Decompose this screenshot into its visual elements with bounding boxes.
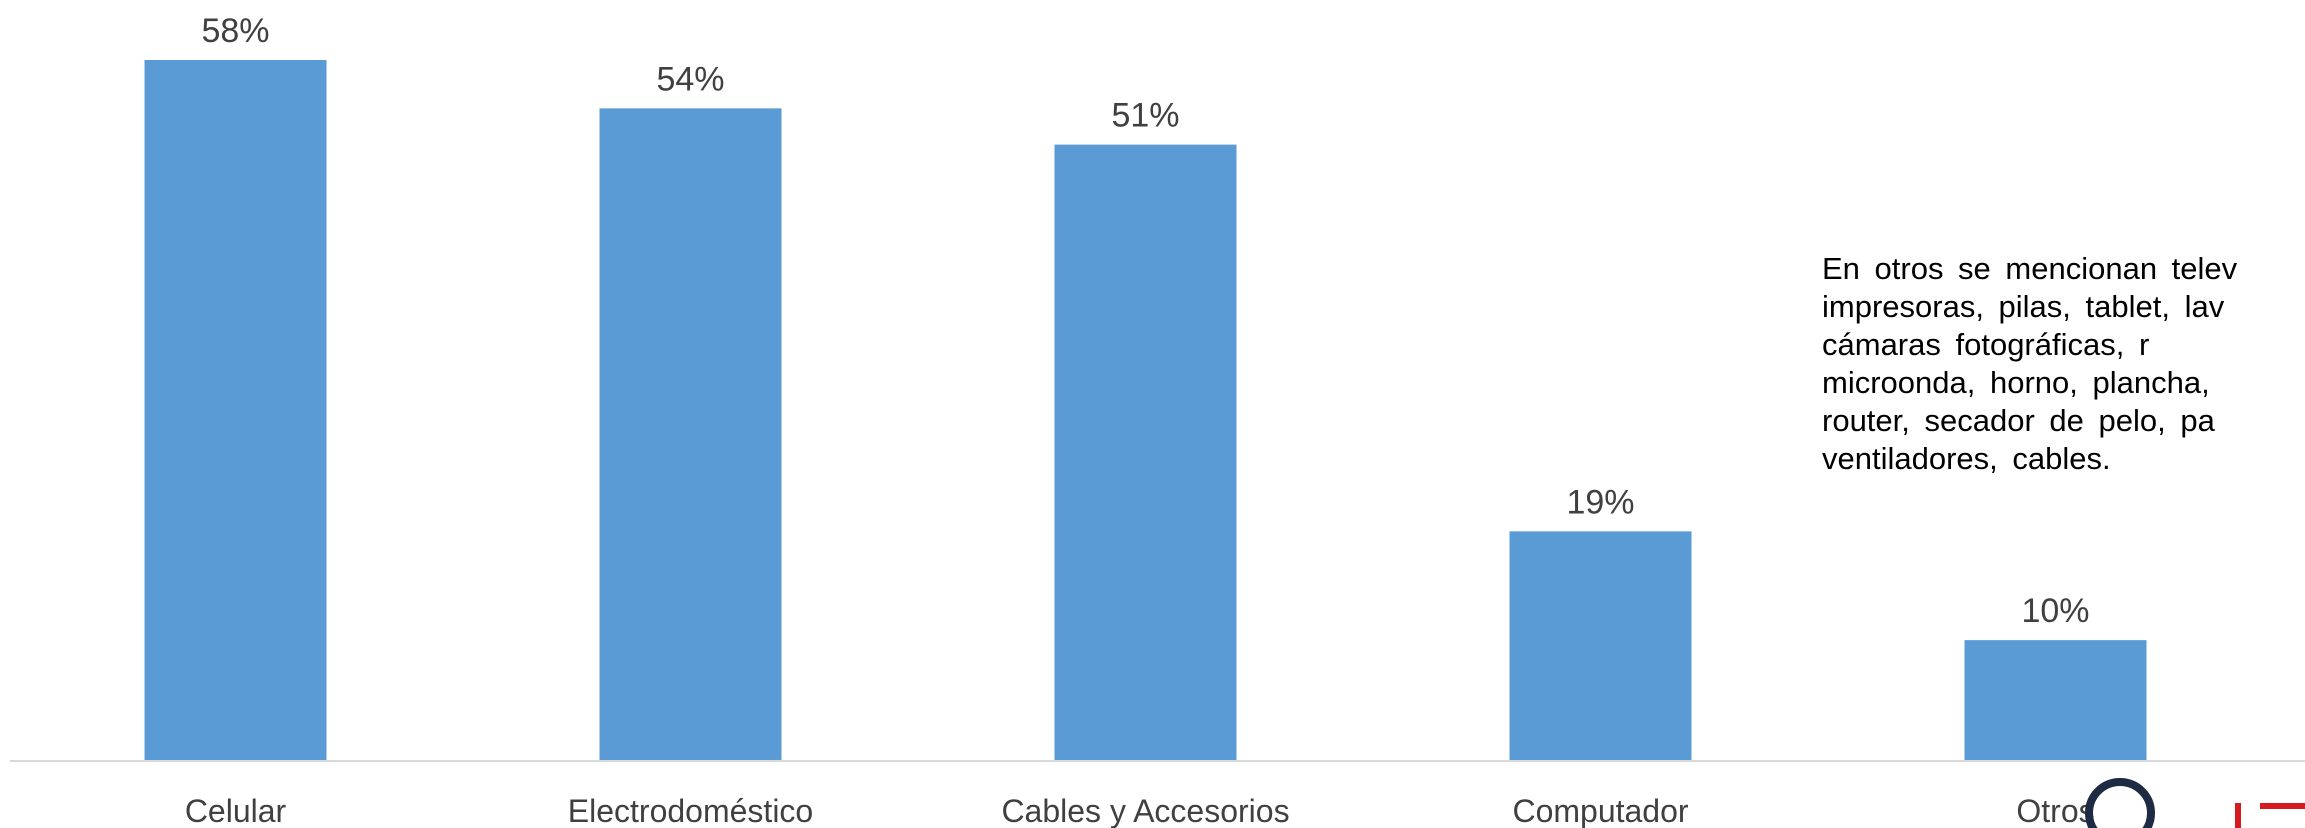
note-line: En otros se mencionan telev	[1822, 251, 2238, 286]
logo-ring-icon	[2085, 778, 2155, 828]
bars-group	[144, 60, 2147, 761]
value-label: 54%	[656, 60, 724, 98]
note-line: impresoras, pilas, tablet, lav	[1822, 289, 2225, 324]
category-labels-group: Celular Electrodoméstico Cables y Accesori…	[185, 793, 2095, 828]
category-label: Celular	[185, 793, 287, 828]
note-line: microonda, horno, plancha,	[1822, 365, 2210, 400]
note-line: router, secador de pelo, pa	[1822, 403, 2215, 438]
category-label: Cables y Accesorios	[1001, 793, 1289, 828]
bar-electrodom-stico	[599, 108, 782, 761]
logo-top-icon	[2260, 803, 2305, 809]
bar-otros	[1964, 640, 2147, 761]
logo-bar-icon	[2235, 803, 2241, 828]
note-line: cámaras fotográficas, r	[1822, 327, 2150, 362]
bar-computador	[1509, 531, 1692, 761]
category-label: Electrodoméstico	[568, 793, 813, 828]
category-label: Computador	[1512, 793, 1688, 828]
note-line: ventiladores, cables.	[1822, 441, 2111, 476]
bar-cables-y-accesorios	[1054, 144, 1237, 761]
value-label: 58%	[201, 12, 269, 50]
value-label: 19%	[1566, 483, 1634, 521]
value-label: 10%	[2021, 592, 2089, 630]
bar-celular	[144, 60, 327, 761]
value-label: 51%	[1111, 97, 1179, 135]
value-labels-group: 58% 54% 51% 19% 10%	[201, 12, 2089, 630]
category-label: Otros	[2016, 793, 2094, 828]
